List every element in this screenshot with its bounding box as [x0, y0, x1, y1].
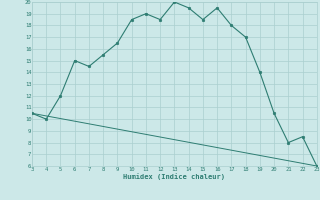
- X-axis label: Humidex (Indice chaleur): Humidex (Indice chaleur): [124, 173, 225, 180]
